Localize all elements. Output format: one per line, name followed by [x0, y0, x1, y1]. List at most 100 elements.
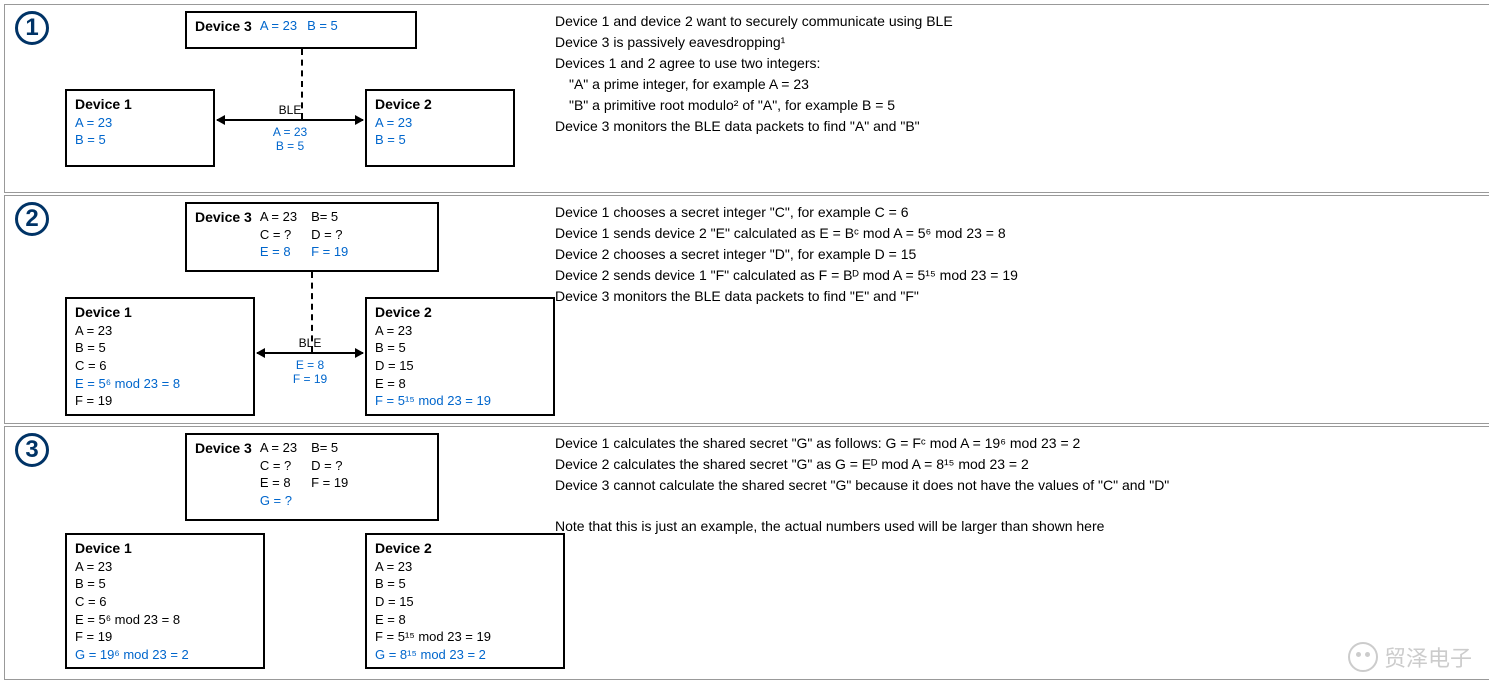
arrow-value: E = 8	[257, 358, 363, 372]
diagram-column: Device 3A = 23B= 5C = ?D = ?E = 8F = 19G…	[65, 433, 525, 673]
step-panel-1: 1BLEA = 23B = 5Device 3A = 23B = 5Device…	[4, 4, 1489, 193]
explanation-line: Device 1 and device 2 want to securely c…	[555, 11, 1482, 32]
explanation-line: Device 1 chooses a secret integer "C", f…	[555, 202, 1482, 223]
device-value: B = 5	[75, 131, 205, 149]
device-value: A = 23	[375, 114, 505, 132]
explanation-line: "B" a primitive root modulo² of "A", for…	[555, 95, 1482, 116]
device-value: E = 8	[260, 474, 297, 492]
explanation-line: Note that this is just an example, the a…	[555, 516, 1482, 537]
device-value: B = 5	[75, 339, 245, 357]
explanation-column: Device 1 and device 2 want to securely c…	[525, 11, 1482, 186]
step-badge: 2	[15, 202, 49, 236]
device-value: G = ?	[260, 492, 297, 510]
device-value: E = 5⁶ mod 23 = 8	[75, 611, 255, 629]
device-value: B= 5	[311, 208, 348, 226]
device-value: E = 8	[375, 375, 545, 393]
explanation-line: Devices 1 and 2 agree to use two integer…	[555, 53, 1482, 74]
device-box-d2: Device 2A = 23B = 5	[365, 89, 515, 167]
explanation-line: Device 2 calculates the shared secret "G…	[555, 454, 1482, 475]
arrow-value: B = 5	[217, 139, 363, 153]
device-box-header: Device 3 A = 23 B = 5	[195, 17, 407, 36]
device-value: B = 5	[75, 575, 255, 593]
ble-arrow	[257, 352, 363, 354]
device-value: B= 5	[311, 439, 348, 457]
device-value: A = 23	[375, 322, 545, 340]
device-value: F = 19	[75, 392, 245, 410]
device-value: D = ?	[311, 457, 348, 475]
device-box-d3: Device 3 A = 23 B = 5	[185, 11, 417, 49]
explanation-line: Device 3 monitors the BLE data packets t…	[555, 116, 1482, 137]
device-value: B = 5	[375, 575, 555, 593]
device-box-d2: Device 2A = 23B = 5D = 15E = 8F = 5¹⁵ mo…	[365, 297, 555, 416]
step-panel-2: 2BLEE = 8F = 19Device 3A = 23B= 5C = ?D …	[4, 195, 1489, 424]
explanation-line: Device 3 monitors the BLE data packets t…	[555, 286, 1482, 307]
device-box-header: Device 3 A = 23 B= 5 C = ? D = ? E = 8 F = 19 G…	[195, 439, 429, 509]
device-box-d1: Device 1A = 23B = 5C = 6E = 5⁶ mod 23 = …	[65, 297, 255, 416]
device-value: C = ?	[260, 457, 297, 475]
device-title: Device 3	[195, 17, 252, 36]
explanation-line: Device 3 cannot calculate the shared sec…	[555, 475, 1482, 496]
explanation-line: Device 2 sends device 1 "F" calculated a…	[555, 265, 1482, 286]
device-title: Device 1	[75, 539, 132, 558]
device-value: A = 23	[75, 558, 255, 576]
device-value: G = 8¹⁵ mod 23 = 2	[375, 646, 555, 664]
device-value: F = 19	[311, 474, 348, 492]
device-value-grid: A = 23 B= 5 C = ? D = ? E = 8 F = 19 G = ?	[260, 439, 348, 509]
device-value: G = 19⁶ mod 23 = 2	[75, 646, 255, 664]
diagram-container: BLEE = 8F = 19Device 3A = 23B= 5C = ?D =…	[65, 202, 525, 417]
device-value: A = 23	[75, 322, 245, 340]
device-title: Device 3	[195, 439, 252, 458]
device-value: C = 6	[75, 357, 245, 375]
device-value: A = 23	[75, 114, 205, 132]
device-title: Device 1	[75, 95, 132, 114]
device-title: Device 2	[375, 539, 432, 558]
device-value: E = 5⁶ mod 23 = 8	[75, 375, 245, 393]
diagram-column: BLEE = 8F = 19Device 3A = 23B= 5C = ?D =…	[65, 202, 525, 417]
device-value: F = 5¹⁵ mod 23 = 19	[375, 392, 545, 410]
diagram-container: BLEA = 23B = 5Device 3A = 23B = 5Device …	[65, 11, 525, 186]
device-value: F = 5¹⁵ mod 23 = 19	[375, 628, 555, 646]
explanation-line: "A" a prime integer, for example A = 23	[555, 74, 1482, 95]
explanation-line: Device 3 is passively eavesdropping¹	[555, 32, 1482, 53]
device-value: E = 8	[375, 611, 555, 629]
device-box-d3: Device 3 A = 23 B= 5 C = ? D = ? E = 8 F = 19 G…	[185, 433, 439, 521]
device-value: E = 8	[260, 243, 297, 261]
arrow-value: F = 19	[257, 372, 363, 386]
arrow-bottom-values: A = 23B = 5	[217, 125, 363, 153]
explanation-line: Device 1 calculates the shared secret "G…	[555, 433, 1482, 454]
device-value: F = 19	[75, 628, 255, 646]
device-value: F = 19	[311, 243, 348, 261]
diagram-column: BLEA = 23B = 5Device 3A = 23B = 5Device …	[65, 11, 525, 186]
explanation-column: Device 1 chooses a secret integer "C", f…	[525, 202, 1482, 417]
diagram-root: 1BLEA = 23B = 5Device 3A = 23B = 5Device…	[4, 4, 1489, 680]
device-value: A = 23	[375, 558, 555, 576]
device-value: B = 5	[375, 131, 505, 149]
device-box-d1: Device 1A = 23B = 5C = 6E = 5⁶ mod 23 = …	[65, 533, 265, 669]
device-value: B = 5	[375, 339, 545, 357]
ble-arrow	[217, 119, 363, 121]
arrow-top-label: BLE	[257, 336, 363, 350]
device-title: Device 2	[375, 95, 432, 114]
device-value: B = 5	[307, 17, 338, 35]
device-title: Device 2	[375, 303, 432, 322]
device-value: D = 15	[375, 357, 545, 375]
device-value: D = ?	[311, 226, 348, 244]
device-value: A = 23	[260, 439, 297, 457]
step-panel-3: 3 Device 3 A = 23 B= 5 C = ? D = ? E = 8 F = 19…	[4, 426, 1489, 680]
diagram-container: Device 3A = 23B= 5C = ?D = ?E = 8F = 19G…	[65, 433, 525, 673]
device-value-grid: A = 23B= 5C = ?D = ?E = 8F = 19	[260, 208, 348, 261]
device-box-header: Device 3A = 23B= 5C = ?D = ?E = 8F = 19	[195, 208, 429, 261]
arrow-top-label: BLE	[217, 103, 363, 117]
device-box-d2: Device 2A = 23B = 5D = 15E = 8F = 5¹⁵ mo…	[365, 533, 565, 669]
step-badge: 1	[15, 11, 49, 45]
explanation-column: Device 1 calculates the shared secret "G…	[525, 433, 1482, 673]
explanation-line: Device 2 chooses a secret integer "D", f…	[555, 244, 1482, 265]
arrow-value: A = 23	[217, 125, 363, 139]
device-box-d3: Device 3A = 23B= 5C = ?D = ?E = 8F = 19	[185, 202, 439, 272]
device-box-d1: Device 1A = 23B = 5	[65, 89, 215, 167]
device-value: A = 23	[260, 17, 297, 35]
explanation-line: Device 1 sends device 2 "E" calculated a…	[555, 223, 1482, 244]
step-badge: 3	[15, 433, 49, 467]
arrow-bottom-values: E = 8F = 19	[257, 358, 363, 386]
device-title: Device 3	[195, 208, 252, 227]
